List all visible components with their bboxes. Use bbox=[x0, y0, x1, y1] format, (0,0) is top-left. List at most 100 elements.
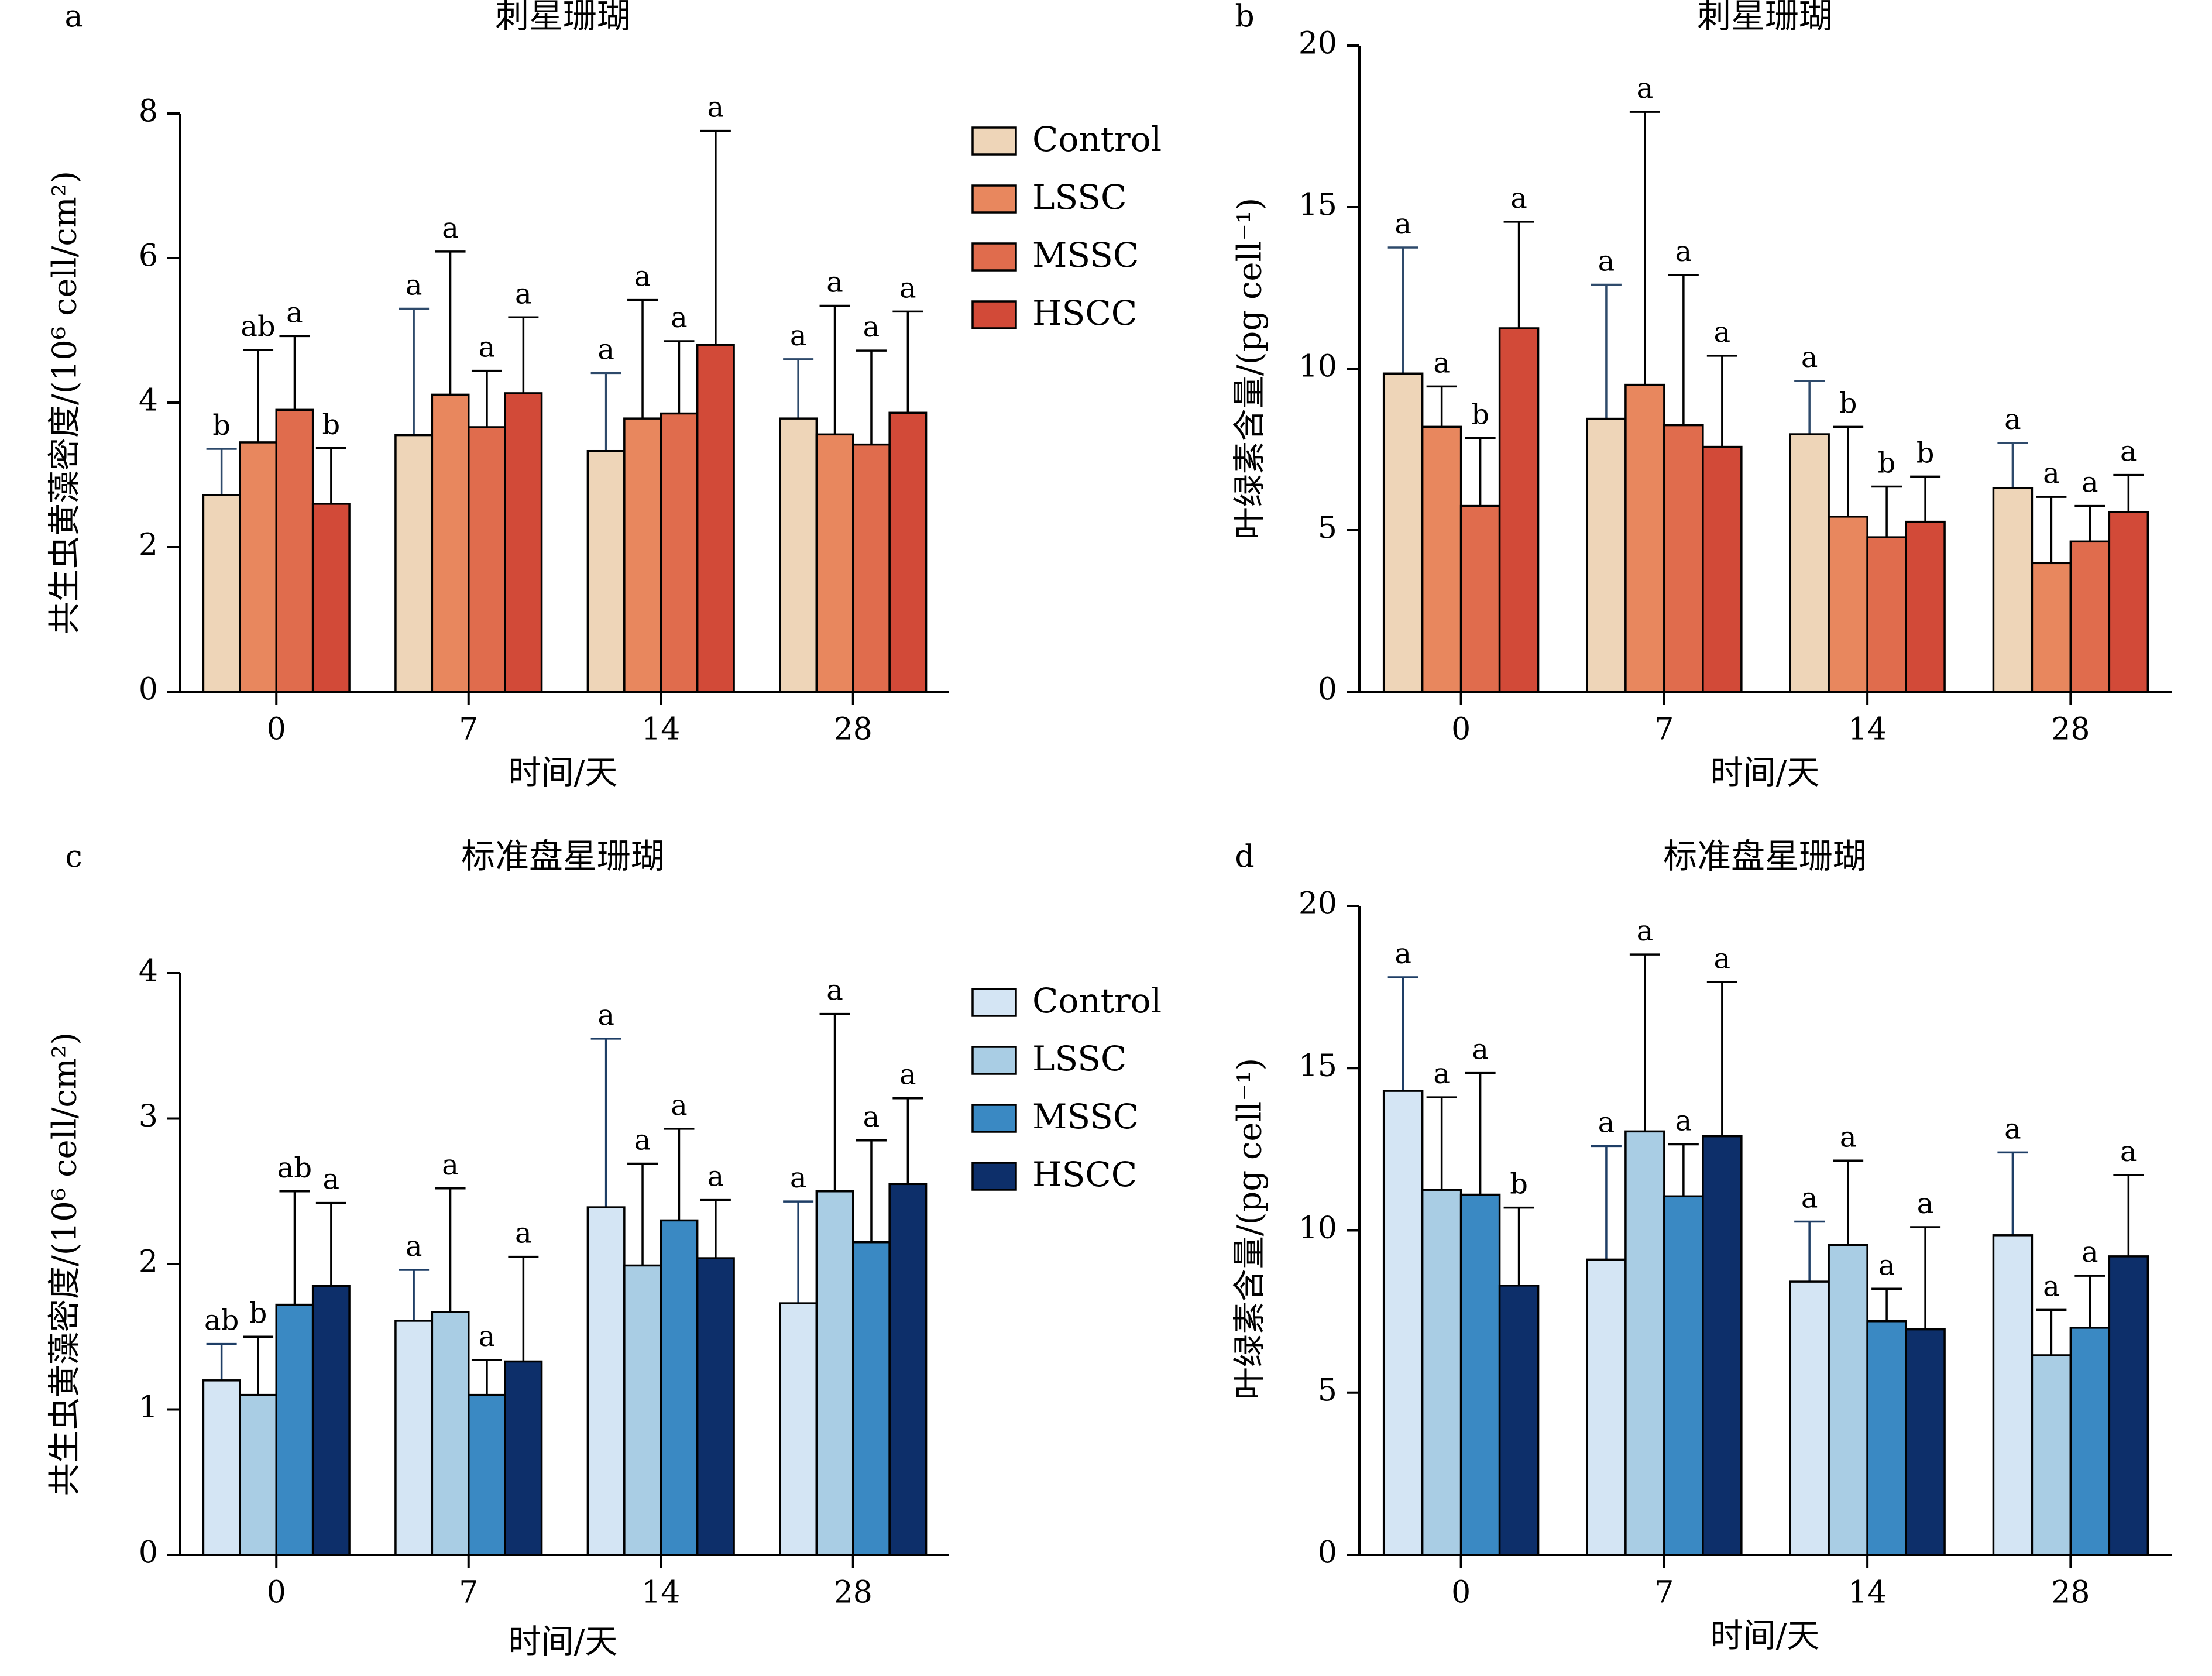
significance-label: a bbox=[1510, 182, 1527, 215]
significance-label: a bbox=[1472, 1033, 1489, 1066]
bar bbox=[202, 1379, 241, 1556]
x-tick-label: 14 bbox=[641, 1575, 680, 1610]
panel-letter: a bbox=[64, 0, 83, 35]
y-tick-label: 0 bbox=[1318, 1536, 1337, 1571]
significance-label: b bbox=[1839, 387, 1857, 420]
bar bbox=[1624, 383, 1665, 693]
chart-panel-c: c 标准盘星珊瑚 0 1 2 3 4 共生虫黄藻密度/(10⁶ cell/cm²) 时间/天 0 a… bbox=[46, 836, 1162, 1661]
significance-label: a bbox=[1840, 1121, 1857, 1153]
x-axis-title: 时间/天 bbox=[1710, 754, 1820, 792]
significance-label: a bbox=[1637, 72, 1654, 105]
significance-label: a bbox=[1675, 1105, 1692, 1138]
panel-title: 标准盘星珊瑚 bbox=[1663, 836, 1867, 876]
significance-label: a bbox=[826, 974, 843, 1007]
significance-label: a bbox=[2004, 1112, 2021, 1145]
legend-swatch bbox=[971, 184, 1017, 214]
bar bbox=[779, 417, 818, 693]
significance-label: a bbox=[707, 1160, 724, 1193]
significance-label: a bbox=[1714, 942, 1731, 975]
bar bbox=[1789, 433, 1830, 693]
bar bbox=[2031, 562, 2072, 693]
bar bbox=[275, 408, 314, 693]
bar bbox=[202, 494, 241, 693]
x-tick-label: 0 bbox=[1451, 712, 1471, 747]
bar bbox=[660, 412, 699, 693]
y-tick-label: 6 bbox=[139, 239, 158, 274]
y-tick-label: 20 bbox=[1299, 26, 1337, 61]
significance-label: b bbox=[322, 408, 341, 441]
x-tick-label: 7 bbox=[1654, 712, 1674, 747]
bar bbox=[1905, 1328, 1946, 1556]
bar bbox=[815, 1190, 854, 1556]
bar bbox=[888, 411, 928, 693]
x-tick-label: 14 bbox=[1848, 712, 1887, 747]
y-tick-label: 20 bbox=[1299, 887, 1337, 922]
significance-label: a bbox=[1598, 245, 1615, 277]
x-axis-title: 时间/天 bbox=[1710, 1617, 1820, 1656]
legend: Control LSSC MSSC HSCC bbox=[971, 119, 1162, 333]
x-tick-label: 28 bbox=[834, 712, 873, 747]
bar bbox=[815, 433, 854, 693]
panel-letter: c bbox=[65, 840, 82, 875]
bar bbox=[1905, 520, 1946, 693]
bar bbox=[1421, 1189, 1462, 1556]
legend-swatch bbox=[971, 1104, 1017, 1133]
bar bbox=[504, 392, 543, 693]
bar bbox=[431, 393, 470, 693]
bar bbox=[239, 1393, 277, 1556]
y-tick-label: 4 bbox=[139, 383, 158, 418]
bar bbox=[623, 417, 662, 693]
significance-label: a bbox=[707, 91, 724, 124]
bar bbox=[431, 1311, 470, 1556]
significance-label: a bbox=[863, 311, 880, 344]
bar bbox=[1586, 417, 1627, 693]
y-tick-label: 15 bbox=[1299, 1049, 1337, 1084]
x-axis-title: 时间/天 bbox=[509, 1623, 618, 1661]
x-tick-label: 7 bbox=[459, 712, 478, 747]
bar bbox=[394, 434, 434, 693]
significance-label: a bbox=[1394, 937, 1411, 970]
y-tick-label: 0 bbox=[139, 672, 158, 708]
legend-label: Control bbox=[1032, 119, 1162, 159]
panel-letter: d bbox=[1235, 840, 1254, 875]
legend-swatch bbox=[971, 1046, 1017, 1075]
legend-label: LSSC bbox=[1032, 1039, 1126, 1079]
panel-letter: b bbox=[1235, 0, 1254, 35]
significance-label: a bbox=[790, 320, 807, 352]
x-tick-label: 0 bbox=[267, 1575, 286, 1610]
y-tick-label: 10 bbox=[1299, 349, 1337, 384]
significance-label: a bbox=[2043, 457, 2060, 490]
bar bbox=[311, 503, 351, 693]
significance-label: a bbox=[1598, 1106, 1615, 1139]
bar bbox=[1421, 425, 1462, 693]
significance-label: b bbox=[249, 1297, 267, 1330]
y-tick-label: 10 bbox=[1299, 1211, 1337, 1246]
x-tick-label: 0 bbox=[1451, 1575, 1471, 1610]
y-tick-label: 3 bbox=[139, 1099, 158, 1134]
significance-label: a bbox=[1637, 915, 1654, 947]
y-axis-title: 共生虫黄藻密度/(10⁶ cell/cm²) bbox=[46, 1032, 84, 1496]
bar bbox=[888, 1183, 928, 1556]
bar bbox=[1702, 1135, 1743, 1556]
y-axis-title: 共生虫黄藻密度/(10⁶ cell/cm²) bbox=[46, 171, 84, 634]
significance-label: a bbox=[671, 301, 688, 334]
bar bbox=[2069, 540, 2111, 693]
y-tick-label: 4 bbox=[139, 954, 158, 989]
significance-label: b bbox=[1471, 399, 1489, 431]
x-tick-label: 7 bbox=[1654, 1575, 1674, 1610]
bar bbox=[1663, 1195, 1704, 1556]
bar bbox=[1866, 536, 1907, 693]
bar bbox=[311, 1285, 351, 1556]
y-tick-label: 15 bbox=[1299, 188, 1337, 223]
y-tick-label: 2 bbox=[139, 1245, 158, 1280]
significance-label: a bbox=[323, 1163, 340, 1196]
significance-label: b bbox=[212, 409, 231, 442]
significance-label: b bbox=[1510, 1168, 1528, 1201]
significance-label: a bbox=[597, 999, 614, 1032]
significance-label: a bbox=[1714, 316, 1731, 349]
y-tick-label: 5 bbox=[1318, 1373, 1337, 1408]
legend-swatch bbox=[971, 242, 1017, 272]
bar bbox=[696, 344, 735, 693]
